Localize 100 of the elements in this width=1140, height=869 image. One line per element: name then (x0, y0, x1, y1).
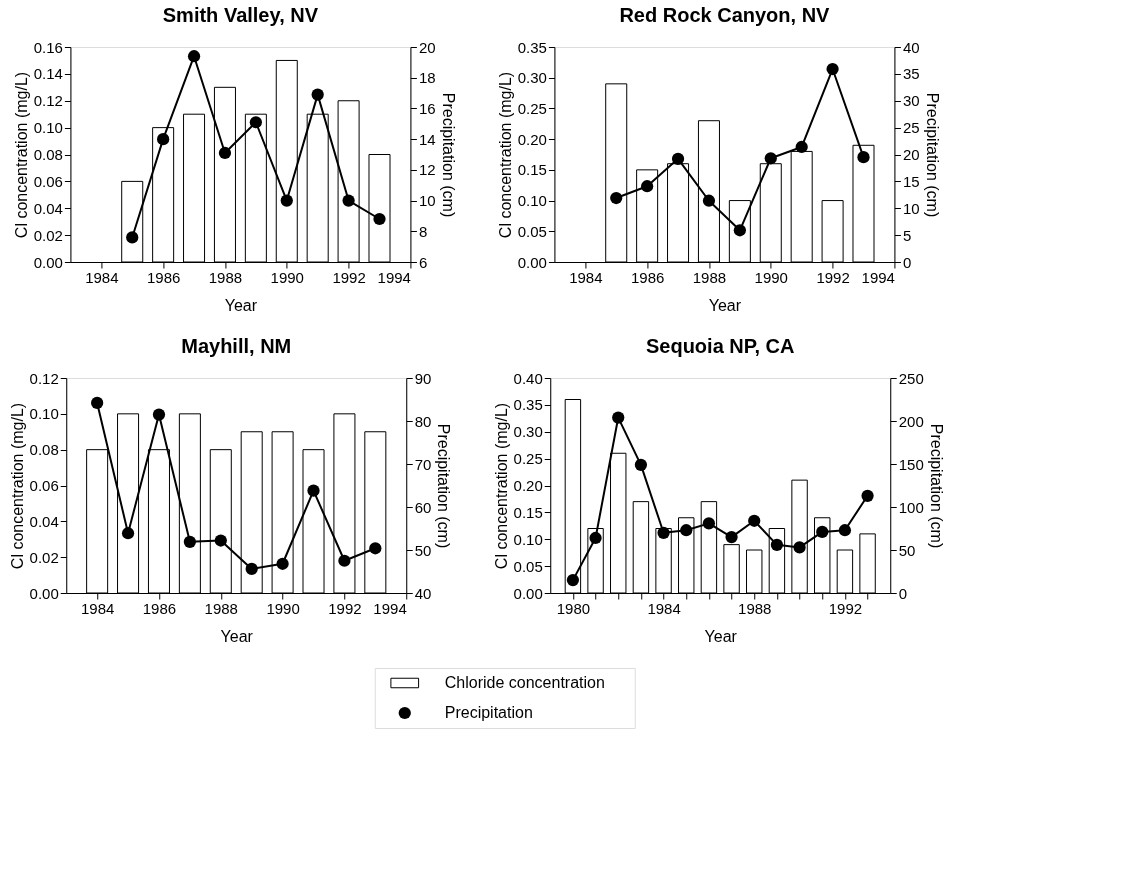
y2-tick-label: 80 (414, 412, 432, 430)
y2-tick-label: 30 (902, 92, 920, 110)
legend-label: Precipitation (444, 704, 533, 721)
y2-tick-label: 40 (902, 38, 920, 56)
point (610, 191, 623, 205)
y2-tick-label: 100 (898, 498, 924, 516)
y-tick-label: 0.15 (517, 161, 547, 179)
point (307, 484, 320, 497)
point (725, 530, 738, 544)
y-tick-label: 0.05 (517, 222, 547, 240)
y-tick-label: 0.20 (513, 477, 543, 494)
y-tick-label: 0.10 (517, 192, 547, 210)
y2-tick-label: 0 (898, 584, 908, 602)
y2-axis-title: Precipitation (cm) (435, 423, 453, 549)
y2-tick-label: 14 (418, 130, 436, 148)
x-tick-label: 1994 (377, 268, 411, 286)
y-tick-label: 0.20 (517, 130, 547, 148)
y-tick-label: 0.10 (513, 530, 543, 548)
x-tick-label: 1988 (208, 268, 243, 286)
y-tick-label: 0.05 (513, 557, 543, 575)
y2-tick-label: 25 (902, 119, 920, 137)
y2-tick-label: 10 (418, 192, 436, 210)
x-tick-label: 1992 (816, 268, 850, 286)
point (338, 554, 351, 567)
point (861, 489, 874, 502)
chart-title: Smith Valley, NV (162, 4, 319, 26)
y2-tick-label: 6 (418, 253, 428, 271)
point (152, 408, 166, 421)
x-tick-label: 1984 (85, 268, 119, 286)
y-tick-label: 0.30 (513, 423, 543, 441)
point (770, 538, 784, 551)
y2-tick-label: 90 (414, 369, 432, 387)
point (857, 151, 870, 164)
point (342, 194, 355, 207)
y-tick-label: 0.30 (517, 69, 547, 87)
y-tick-label: 0.04 (29, 512, 59, 530)
x-tick-label: 1986 (142, 599, 177, 617)
x-tick-label: 1986 (146, 268, 181, 286)
point (566, 573, 580, 587)
point (702, 194, 716, 207)
y-tick-label: 0.00 (29, 584, 59, 602)
y2-tick-label: 15 (902, 172, 920, 190)
point (276, 557, 289, 570)
y-tick-label: 0.25 (517, 99, 547, 117)
x-tick-label: 1992 (332, 268, 366, 286)
x-axis-title: Year (708, 296, 742, 314)
y2-tick-label: 50 (898, 541, 916, 559)
point (793, 541, 806, 554)
y2-axis-title: Precipitation (cm) (927, 423, 945, 549)
point (121, 527, 135, 540)
legend-label: Chloride concentration (444, 674, 605, 691)
point (634, 458, 648, 471)
point (245, 562, 258, 576)
x-tick-label: 1988 (738, 599, 772, 617)
y-tick-label: 0.00 (517, 253, 547, 271)
y-tick-label: 0.08 (29, 441, 59, 459)
y2-tick-label: 20 (902, 146, 920, 163)
y2-tick-label: 5 (902, 226, 912, 244)
x-tick-label: 1994 (373, 599, 407, 617)
point (126, 231, 139, 244)
y-tick-label: 0.06 (33, 172, 63, 190)
point (187, 50, 201, 63)
x-tick-label: 1990 (266, 599, 300, 617)
point (748, 514, 761, 527)
point (589, 531, 602, 545)
y-axis-title: Cl concentration (mg/L) (8, 402, 26, 570)
point (218, 146, 232, 160)
y-tick-label: 0.14 (33, 65, 63, 83)
point (373, 212, 386, 226)
point (826, 62, 839, 76)
y-tick-label: 0.12 (29, 369, 59, 387)
x-tick-label: 1988 (204, 599, 238, 617)
point (249, 116, 262, 129)
x-tick-label: 1990 (270, 268, 304, 286)
y-tick-label: 0.35 (513, 396, 543, 414)
point (671, 152, 685, 165)
chart-title: Red Rock Canyon, NV (619, 4, 831, 26)
x-axis-title: Year (704, 627, 738, 645)
y-tick-label: 0.04 (33, 199, 63, 217)
point (369, 542, 382, 555)
y-tick-label: 0.40 (513, 369, 543, 387)
point (838, 524, 852, 537)
x-tick-label: 1984 (80, 599, 115, 617)
point (183, 535, 196, 548)
point (157, 133, 170, 146)
y2-axis-title: Precipitation (cm) (923, 92, 941, 218)
chart-title: Sequoia NP, CA (645, 335, 795, 357)
point (91, 396, 104, 410)
y2-tick-label: 35 (902, 65, 920, 83)
x-tick-label: 1984 (569, 268, 603, 286)
y-tick-label: 0.35 (517, 38, 547, 56)
y-tick-label: 0.12 (33, 92, 63, 110)
y-tick-label: 0.10 (33, 119, 63, 137)
y2-tick-label: 12 (418, 161, 436, 179)
y-tick-label: 0.02 (29, 548, 59, 566)
y2-tick-label: 150 (898, 455, 924, 473)
point (733, 224, 746, 237)
x-tick-label: 1992 (328, 599, 362, 617)
x-tick-label: 1990 (754, 268, 788, 286)
point (641, 180, 654, 193)
